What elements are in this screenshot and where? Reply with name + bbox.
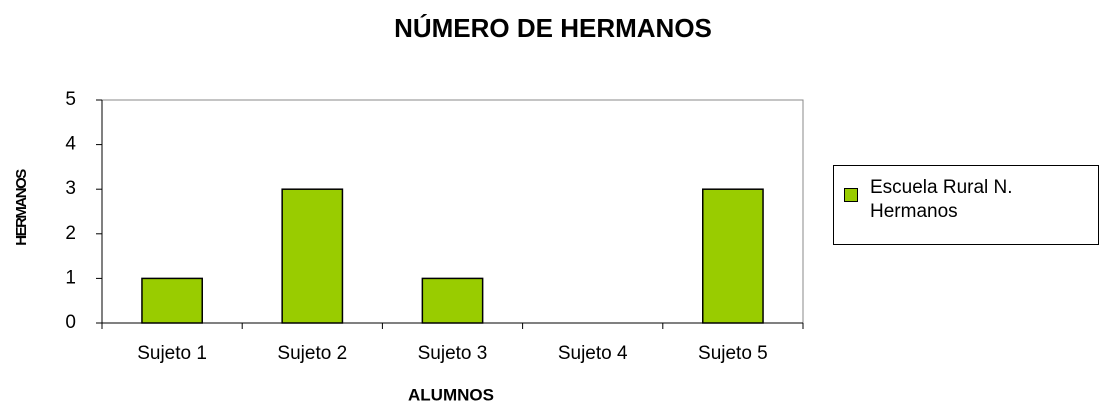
- x-tick-label: Sujeto 3: [418, 343, 488, 364]
- bar: [141, 277, 203, 324]
- legend-swatch: [844, 188, 858, 202]
- bar: [702, 188, 764, 324]
- y-tick-label: 0: [65, 312, 76, 333]
- legend-label: Escuela Rural N. Hermanos: [870, 177, 1013, 222]
- y-tick-label: 3: [65, 178, 76, 199]
- bar: [281, 188, 344, 324]
- y-tick-label: 2: [65, 223, 76, 244]
- y-tick-label: 4: [65, 134, 76, 155]
- legend: Escuela Rural N. Hermanos: [833, 165, 1099, 245]
- y-tick-label: 5: [65, 89, 76, 110]
- y-tick-label: 1: [65, 267, 76, 288]
- chart-title: NÚMERO DE HERMANOS: [394, 13, 712, 43]
- x-axis-label: ALUMNOS: [408, 385, 494, 404]
- x-tick-label: Sujeto 5: [698, 343, 768, 364]
- bar: [421, 277, 484, 324]
- x-tick-label: Sujeto 4: [558, 343, 628, 364]
- x-tick-label: Sujeto 2: [277, 343, 347, 364]
- y-axis-label: HERMANOS: [13, 169, 30, 246]
- x-tick-label: Sujeto 1: [137, 343, 207, 364]
